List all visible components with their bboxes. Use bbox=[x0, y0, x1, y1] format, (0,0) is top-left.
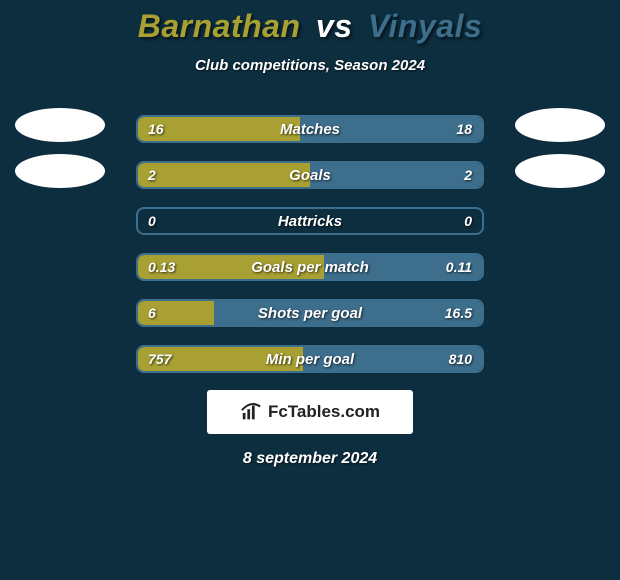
stat-value-right: 18 bbox=[456, 121, 472, 137]
player2-name: Vinyals bbox=[368, 8, 482, 44]
stat-label: Matches bbox=[280, 121, 340, 138]
bar-fill-right bbox=[310, 163, 482, 187]
stat-bar: 0 0 Hattricks bbox=[136, 207, 484, 235]
stat-row: 16 18 Matches bbox=[0, 106, 620, 152]
stat-label: Hattricks bbox=[278, 213, 342, 230]
stat-label: Min per goal bbox=[266, 351, 354, 368]
stat-value-left: 6 bbox=[148, 305, 156, 321]
stat-row: 757 810 Min per goal bbox=[0, 336, 620, 382]
player1-avatar bbox=[15, 108, 105, 142]
branding-badge[interactable]: FcTables.com bbox=[207, 390, 413, 434]
stat-row: 0 0 Hattricks bbox=[0, 198, 620, 244]
stat-label: Goals per match bbox=[251, 259, 369, 276]
stat-value-right: 0 bbox=[464, 213, 472, 229]
stats-swoosh-icon bbox=[240, 401, 262, 423]
stat-bar: 0.13 0.11 Goals per match bbox=[136, 253, 484, 281]
player1-avatar bbox=[15, 154, 105, 188]
stat-value-left: 0.13 bbox=[148, 259, 175, 275]
stat-value-right: 0.11 bbox=[446, 259, 472, 275]
stat-bar: 6 16.5 Shots per goal bbox=[136, 299, 484, 327]
player1-name: Barnathan bbox=[138, 8, 301, 44]
player2-avatar bbox=[515, 154, 605, 188]
player2-avatar bbox=[515, 108, 605, 142]
page-title: Barnathan vs Vinyals bbox=[0, 8, 620, 45]
branding-text: FcTables.com bbox=[268, 402, 380, 422]
stat-value-right: 810 bbox=[449, 351, 472, 367]
stat-value-left: 16 bbox=[148, 121, 164, 137]
stats-list: 16 18 Matches 2 2 Goals 0 0 Hattricks 0.13 0.11 Goa… bbox=[0, 106, 620, 382]
stat-label: Goals bbox=[289, 167, 331, 184]
subtitle: Club competitions, Season 2024 bbox=[0, 57, 620, 74]
stat-row: 0.13 0.11 Goals per match bbox=[0, 244, 620, 290]
stat-value-left: 2 bbox=[148, 167, 156, 183]
stat-value-left: 0 bbox=[148, 213, 156, 229]
stat-label: Shots per goal bbox=[258, 305, 362, 322]
stat-bar: 757 810 Min per goal bbox=[136, 345, 484, 373]
date-text: 8 september 2024 bbox=[0, 450, 620, 468]
stat-bar: 16 18 Matches bbox=[136, 115, 484, 143]
stat-value-right: 16.5 bbox=[445, 305, 472, 321]
stat-row: 2 2 Goals bbox=[0, 152, 620, 198]
stat-bar: 2 2 Goals bbox=[136, 161, 484, 189]
vs-text: vs bbox=[316, 8, 353, 44]
stat-value-left: 757 bbox=[148, 351, 171, 367]
bar-fill-left bbox=[138, 163, 310, 187]
stat-value-right: 2 bbox=[464, 167, 472, 183]
stat-row: 6 16.5 Shots per goal bbox=[0, 290, 620, 336]
header: Barnathan vs Vinyals Club competitions, … bbox=[0, 0, 620, 74]
